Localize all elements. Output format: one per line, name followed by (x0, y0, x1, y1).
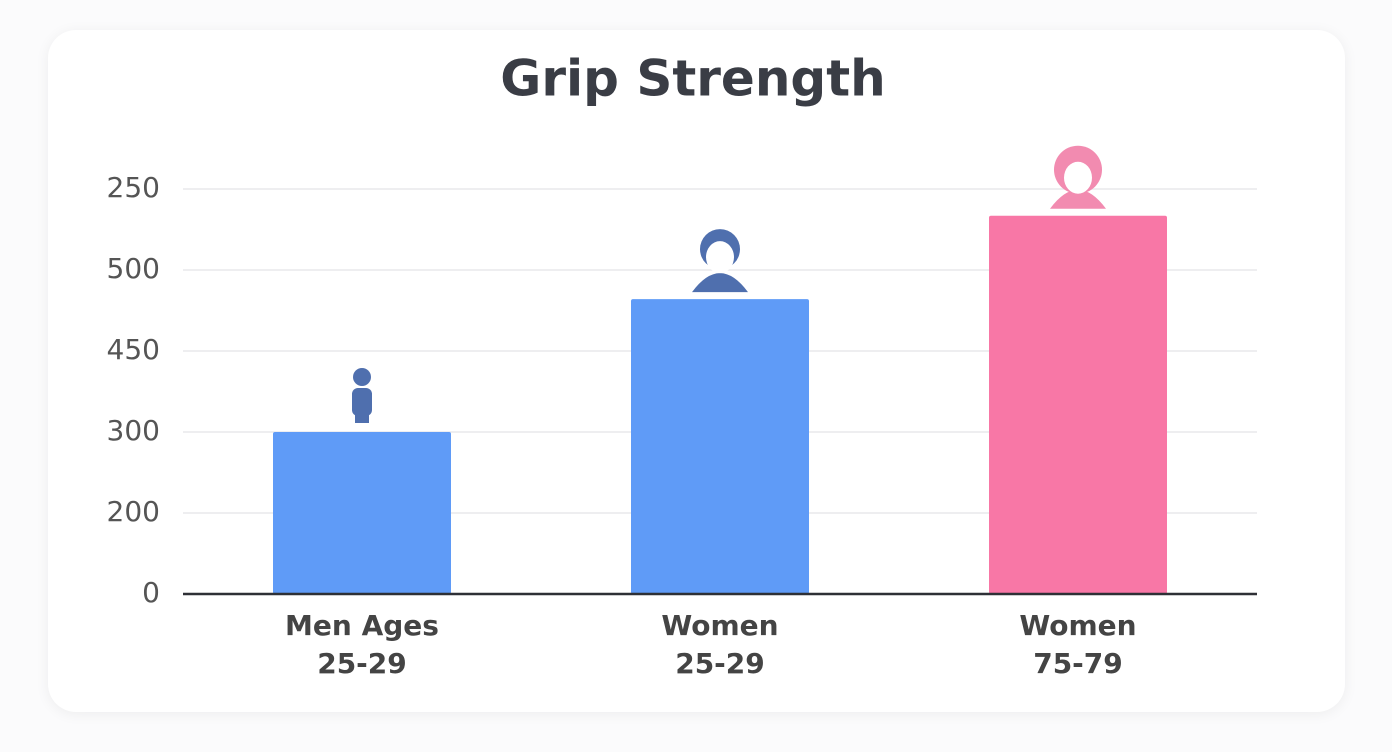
x-tick-label: Women 75-79 (1019, 609, 1137, 680)
chart-title: Grip Strength (500, 50, 885, 108)
icon-head (353, 368, 371, 386)
person-icon (692, 229, 748, 293)
icon-legs (355, 410, 369, 423)
y-tick-label: 450 (107, 333, 160, 366)
bar (631, 299, 809, 594)
y-tick-label: 200 (107, 495, 160, 528)
y-tick-label: 0 (142, 576, 160, 609)
bar (273, 432, 451, 594)
person-icon (352, 368, 372, 423)
x-tick-label: Women 25-29 (661, 609, 779, 680)
icon-body (352, 388, 372, 416)
bar (989, 215, 1167, 595)
y-tick-label: 300 (107, 414, 160, 447)
icon-body (692, 273, 748, 293)
icon-face (1064, 161, 1092, 194)
icon-face (706, 241, 734, 274)
y-tick-label: 250 (107, 171, 160, 204)
y-tick-label: 500 (107, 252, 160, 285)
x-tick-label: Men Ages 25-29 (285, 609, 439, 680)
icon-body (1050, 189, 1106, 209)
person-icon (1050, 145, 1106, 209)
